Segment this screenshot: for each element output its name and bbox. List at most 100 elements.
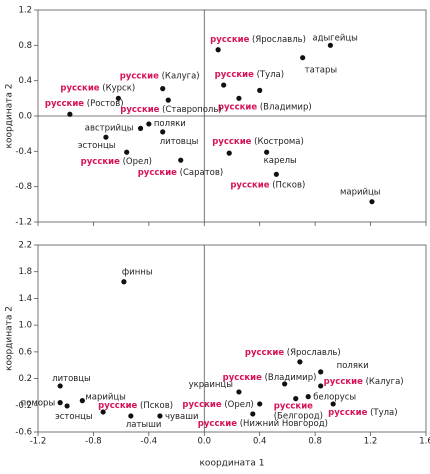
label-text: поляки (154, 118, 186, 128)
label-text: поморы (21, 398, 55, 408)
label-prefix: русские (138, 168, 177, 178)
point-label: русские (Калуга) (120, 71, 200, 81)
point (318, 369, 324, 375)
point (124, 149, 130, 155)
x-tick-label: 0.0 (198, 437, 212, 447)
label-text: литовцы (52, 373, 91, 383)
label-text: (Тула) (370, 407, 398, 417)
label-text: (Кострома) (254, 137, 304, 147)
label-prefix: русские (212, 137, 251, 147)
label-prefix: русские (98, 400, 137, 410)
point-label: марийцы (85, 392, 126, 402)
x-tick-label: -0.4 (141, 437, 158, 447)
point-label: эстонцы (78, 141, 116, 151)
point-label: русские (Ставрополь) (120, 105, 221, 115)
point (103, 134, 109, 140)
point-label: поляки (337, 360, 369, 370)
label-text: (Владимир) (265, 372, 317, 382)
point-label: русские (Калуга) (324, 376, 404, 386)
label-text: австрийцы (85, 123, 134, 133)
point-label: русские (Псков) (98, 400, 173, 410)
point (160, 129, 166, 135)
label-text: белорусы (313, 392, 356, 402)
point-label: финны (122, 267, 153, 277)
y-tick-label: 1.2 (18, 6, 32, 16)
label-prefix: русские (230, 180, 269, 190)
label-text: (Калуга) (162, 71, 200, 81)
label-prefix: русские (215, 70, 254, 80)
y-tick-label: 0.0 (18, 112, 32, 122)
point-label: русские (Тула) (328, 407, 397, 417)
point-label: татары (305, 65, 337, 75)
label-text: (Калуга) (366, 376, 404, 386)
point (157, 413, 163, 419)
point (264, 149, 270, 155)
y-tick-label: -1.2 (15, 218, 32, 228)
y-tick-label: 1.0 (18, 321, 32, 331)
point (146, 121, 152, 127)
x-axis-label: координата 1 (200, 459, 265, 469)
label-prefix: русские (210, 34, 249, 44)
point (178, 157, 184, 163)
label-text: татары (305, 65, 337, 75)
label-text: (Орел) (123, 157, 152, 167)
label-text: чуваши (165, 411, 199, 421)
point-label: русские (Белгород) (274, 401, 323, 421)
y-tick-label: 0.2 (18, 374, 32, 384)
point (327, 42, 333, 48)
label-prefix: русские (324, 376, 363, 386)
point-label: марийцы (340, 187, 381, 197)
label-prefix: русские (328, 407, 367, 417)
point-label: украинцы (189, 379, 233, 389)
label-text: (Ростов) (87, 99, 124, 109)
label-text: (Псков) (272, 180, 305, 190)
point-label: австрийцы (85, 123, 134, 133)
x-tick-label: 1.6 (419, 437, 430, 447)
x-tick-label: -1.2 (30, 437, 47, 447)
point (257, 87, 263, 93)
y-tick-label: 0.4 (18, 76, 32, 86)
y-tick-label: -0.8 (15, 182, 32, 192)
label-text: эстонцы (78, 141, 116, 151)
label-text: адыгейцы (312, 33, 358, 43)
point-label: белорусы (313, 392, 356, 402)
label-text: (Белгород) (274, 411, 323, 421)
point-label: русские (Орел) (182, 399, 253, 409)
label-text: (Саратов) (180, 168, 224, 178)
point-label: карелы (264, 156, 297, 166)
point-label: чуваши (165, 411, 199, 421)
point-label: русские (Нижний Новгород) (198, 418, 328, 428)
point (121, 279, 127, 285)
y-tick-label: 1.4 (18, 294, 32, 304)
point (215, 47, 221, 53)
point-label: адыгейцы (312, 33, 358, 43)
y-tick-label: 0.6 (18, 347, 32, 357)
label-text: (Нижний Новгород) (240, 418, 328, 428)
point-label: эстонцы (55, 411, 93, 421)
point (236, 95, 242, 101)
point-label: русские (Ростов) (45, 99, 124, 109)
point-label: русские (Тула) (215, 70, 284, 80)
point (100, 409, 106, 415)
label-text: (Тула) (257, 70, 285, 80)
point (57, 400, 63, 406)
point (305, 394, 311, 400)
label-text: (Ярославль) (287, 347, 341, 357)
point (369, 199, 375, 205)
point (226, 150, 232, 156)
point (57, 383, 63, 389)
label-text: марийцы (340, 187, 381, 197)
y-tick-label: 0.8 (18, 41, 32, 51)
point (236, 389, 242, 395)
point (300, 55, 306, 61)
point-label: латыши (126, 419, 162, 429)
point-label: русские (Ярославль) (210, 34, 306, 44)
point (64, 403, 70, 409)
y-tick-label: -0.4 (15, 147, 32, 157)
label-text: карелы (264, 156, 297, 166)
label-prefix: русские (198, 418, 237, 428)
label-prefix: русские (274, 401, 313, 411)
point-label: русские (Владимир) (223, 372, 317, 382)
label-prefix: русские (182, 399, 221, 409)
label-text: (Псков) (140, 400, 173, 410)
